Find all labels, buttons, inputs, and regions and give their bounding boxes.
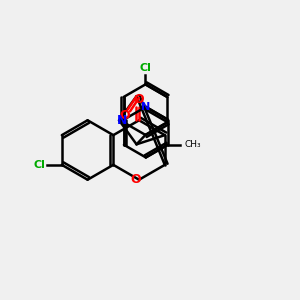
Text: Cl: Cl	[140, 63, 152, 73]
Text: Cl: Cl	[34, 160, 46, 170]
Text: N: N	[117, 114, 127, 127]
Text: O: O	[131, 173, 141, 186]
Text: O: O	[119, 109, 130, 122]
Text: CH₃: CH₃	[184, 140, 201, 149]
Text: O: O	[134, 93, 144, 106]
Text: N: N	[141, 102, 150, 112]
